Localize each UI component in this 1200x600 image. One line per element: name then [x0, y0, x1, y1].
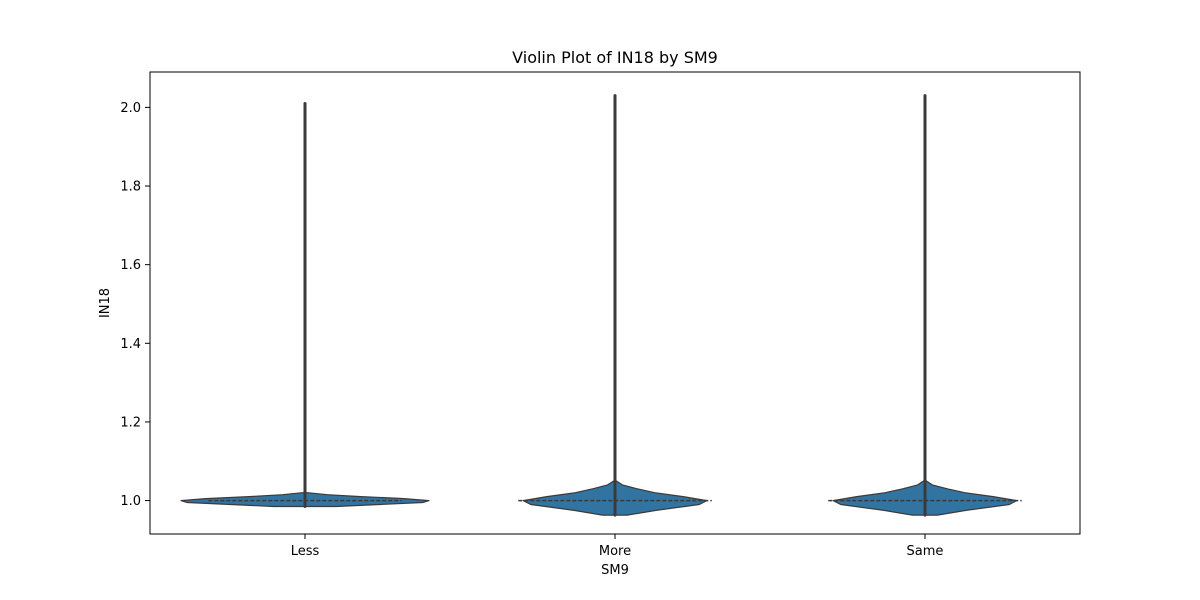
x-tick-label: More — [599, 544, 631, 559]
violins-layer — [180, 94, 1022, 517]
x-axis-ticks: Less More Same — [291, 534, 944, 559]
chart-title: Violin Plot of IN18 by SM9 — [512, 48, 718, 67]
y-axis-ticks: 1.0 1.2 1.4 1.6 1.8 2.0 — [120, 101, 150, 509]
y-tick-label: 2.0 — [120, 101, 141, 116]
y-tick-label: 1.6 — [120, 258, 141, 273]
x-tick-label: Less — [291, 544, 320, 559]
y-tick-label: 1.4 — [120, 337, 141, 352]
y-tick-label: 1.2 — [120, 415, 141, 430]
y-tick-label: 1.0 — [120, 494, 141, 509]
y-axis-label: IN18 — [98, 288, 113, 318]
x-axis-label: SM9 — [601, 563, 629, 578]
x-tick-label: Same — [907, 544, 944, 559]
y-tick-label: 1.8 — [120, 180, 141, 195]
